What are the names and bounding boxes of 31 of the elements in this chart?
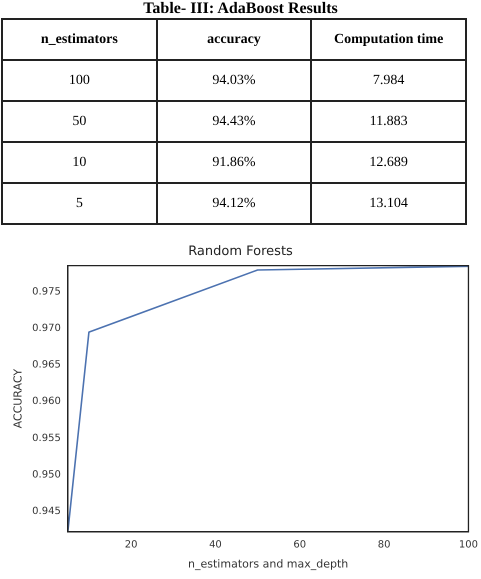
y-tick-label: 0.950 [32, 469, 61, 480]
y-tick-label: 0.960 [32, 396, 61, 408]
text: 100 [2, 60, 157, 101]
text: 11.883 [311, 101, 466, 142]
text: accuracy [156, 19, 312, 60]
x-tick-label: 80 [378, 539, 390, 550]
x-axis-title: n_estimators and max_depth [188, 557, 348, 570]
text: 50 [2, 101, 157, 142]
y-tick-label: 0.970 [32, 323, 61, 334]
text: 5 [2, 183, 157, 224]
text: 94.03% [156, 60, 312, 101]
text: 7.984 [311, 60, 466, 101]
text: n_estimators [2, 19, 157, 60]
x-tick-label: 100 [458, 539, 478, 550]
text: 94.43% [156, 101, 312, 142]
y-tick-label: 0.975 [32, 286, 61, 298]
text: 10 [2, 142, 157, 183]
y-tick-label: 0.955 [32, 432, 61, 444]
y-axis-title: ACCURACY [11, 368, 24, 428]
text: 91.86% [156, 142, 312, 183]
x-tick-label: 20 [124, 539, 138, 550]
text: Computation time [311, 19, 466, 60]
text: 12.689 [311, 142, 466, 183]
y-tick-label: 0.965 [32, 360, 61, 371]
x-tick-label: 60 [293, 539, 306, 550]
chart-title: Random Forests [188, 244, 294, 260]
y-tick-label: 0.945 [32, 506, 61, 517]
text: 13.104 [311, 183, 466, 224]
text: Table- III: AdaBoost Results [142, 0, 339, 18]
text: 94.12% [156, 183, 312, 224]
x-tick-label: 40 [209, 539, 222, 550]
